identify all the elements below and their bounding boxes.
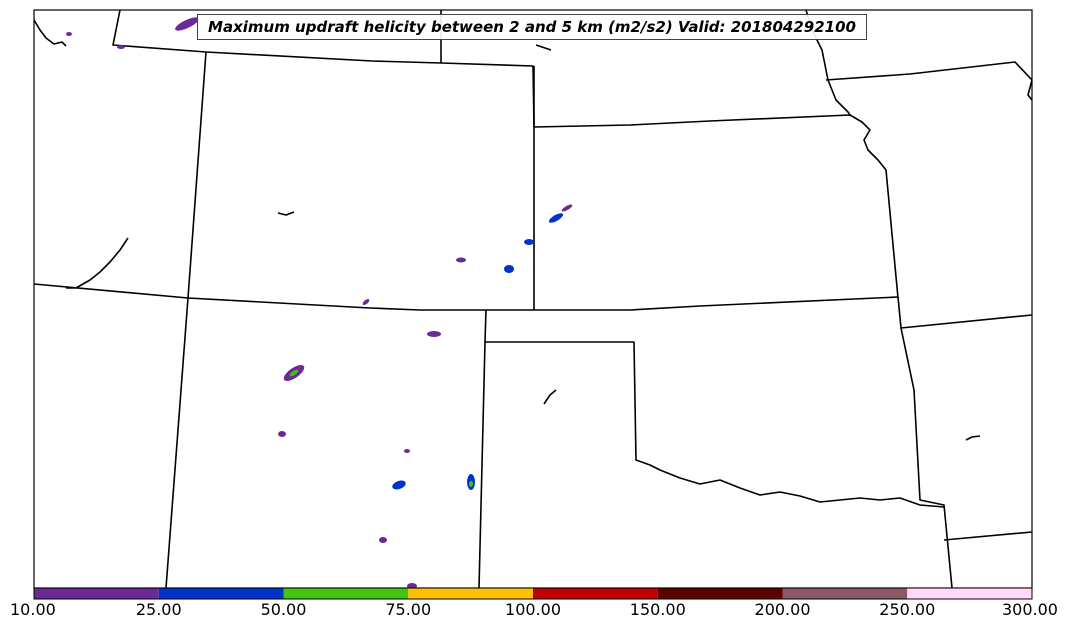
colorbar-tick-label: 75.00 xyxy=(385,600,432,619)
colorbar-tick-label: 25.00 xyxy=(135,600,182,619)
colorbar-tick-label: 100.00 xyxy=(505,600,561,619)
colorbar-segment xyxy=(34,588,159,599)
louisiana-north-border xyxy=(943,531,1033,541)
iowa-south-border xyxy=(825,61,1033,81)
colorbar-segment xyxy=(782,588,908,599)
colorbar-tick-label: 250.00 xyxy=(879,600,936,619)
kansas-south-border xyxy=(534,296,899,311)
state-borders xyxy=(33,9,1033,589)
colorbar-segment xyxy=(283,588,409,599)
colorbar-tick-label: 150.00 xyxy=(629,600,686,619)
colorbar-tick-label: 300.00 xyxy=(1002,600,1058,619)
arkansas-west-border xyxy=(900,327,953,589)
kansas-east-border xyxy=(533,114,899,299)
colorbar xyxy=(33,587,1033,600)
colorbar-segment xyxy=(657,588,783,599)
colorbar-segment xyxy=(907,588,1032,599)
arizona-east-border xyxy=(165,297,189,589)
map-title: Maximum updraft helicity between 2 and 5… xyxy=(197,14,867,40)
utah-east-border xyxy=(187,51,207,299)
texas-west-border xyxy=(478,341,486,589)
colorbar-tick-label: 50.00 xyxy=(260,600,307,619)
great-salt-lake xyxy=(66,237,129,289)
oklahoma-south-border xyxy=(484,309,945,508)
colorbar-tick-label: 10.00 xyxy=(10,600,56,619)
colorbar-segment xyxy=(533,588,658,599)
colorbar-tick-label: 200.00 xyxy=(754,600,811,619)
colorado-south-border xyxy=(33,283,534,311)
wyoming-south-border xyxy=(112,9,535,128)
updraft-helicity-cells xyxy=(66,17,573,589)
colorbar-segment xyxy=(158,588,284,599)
colorbar-outline xyxy=(33,587,1033,600)
colorbar-segment xyxy=(408,588,533,599)
